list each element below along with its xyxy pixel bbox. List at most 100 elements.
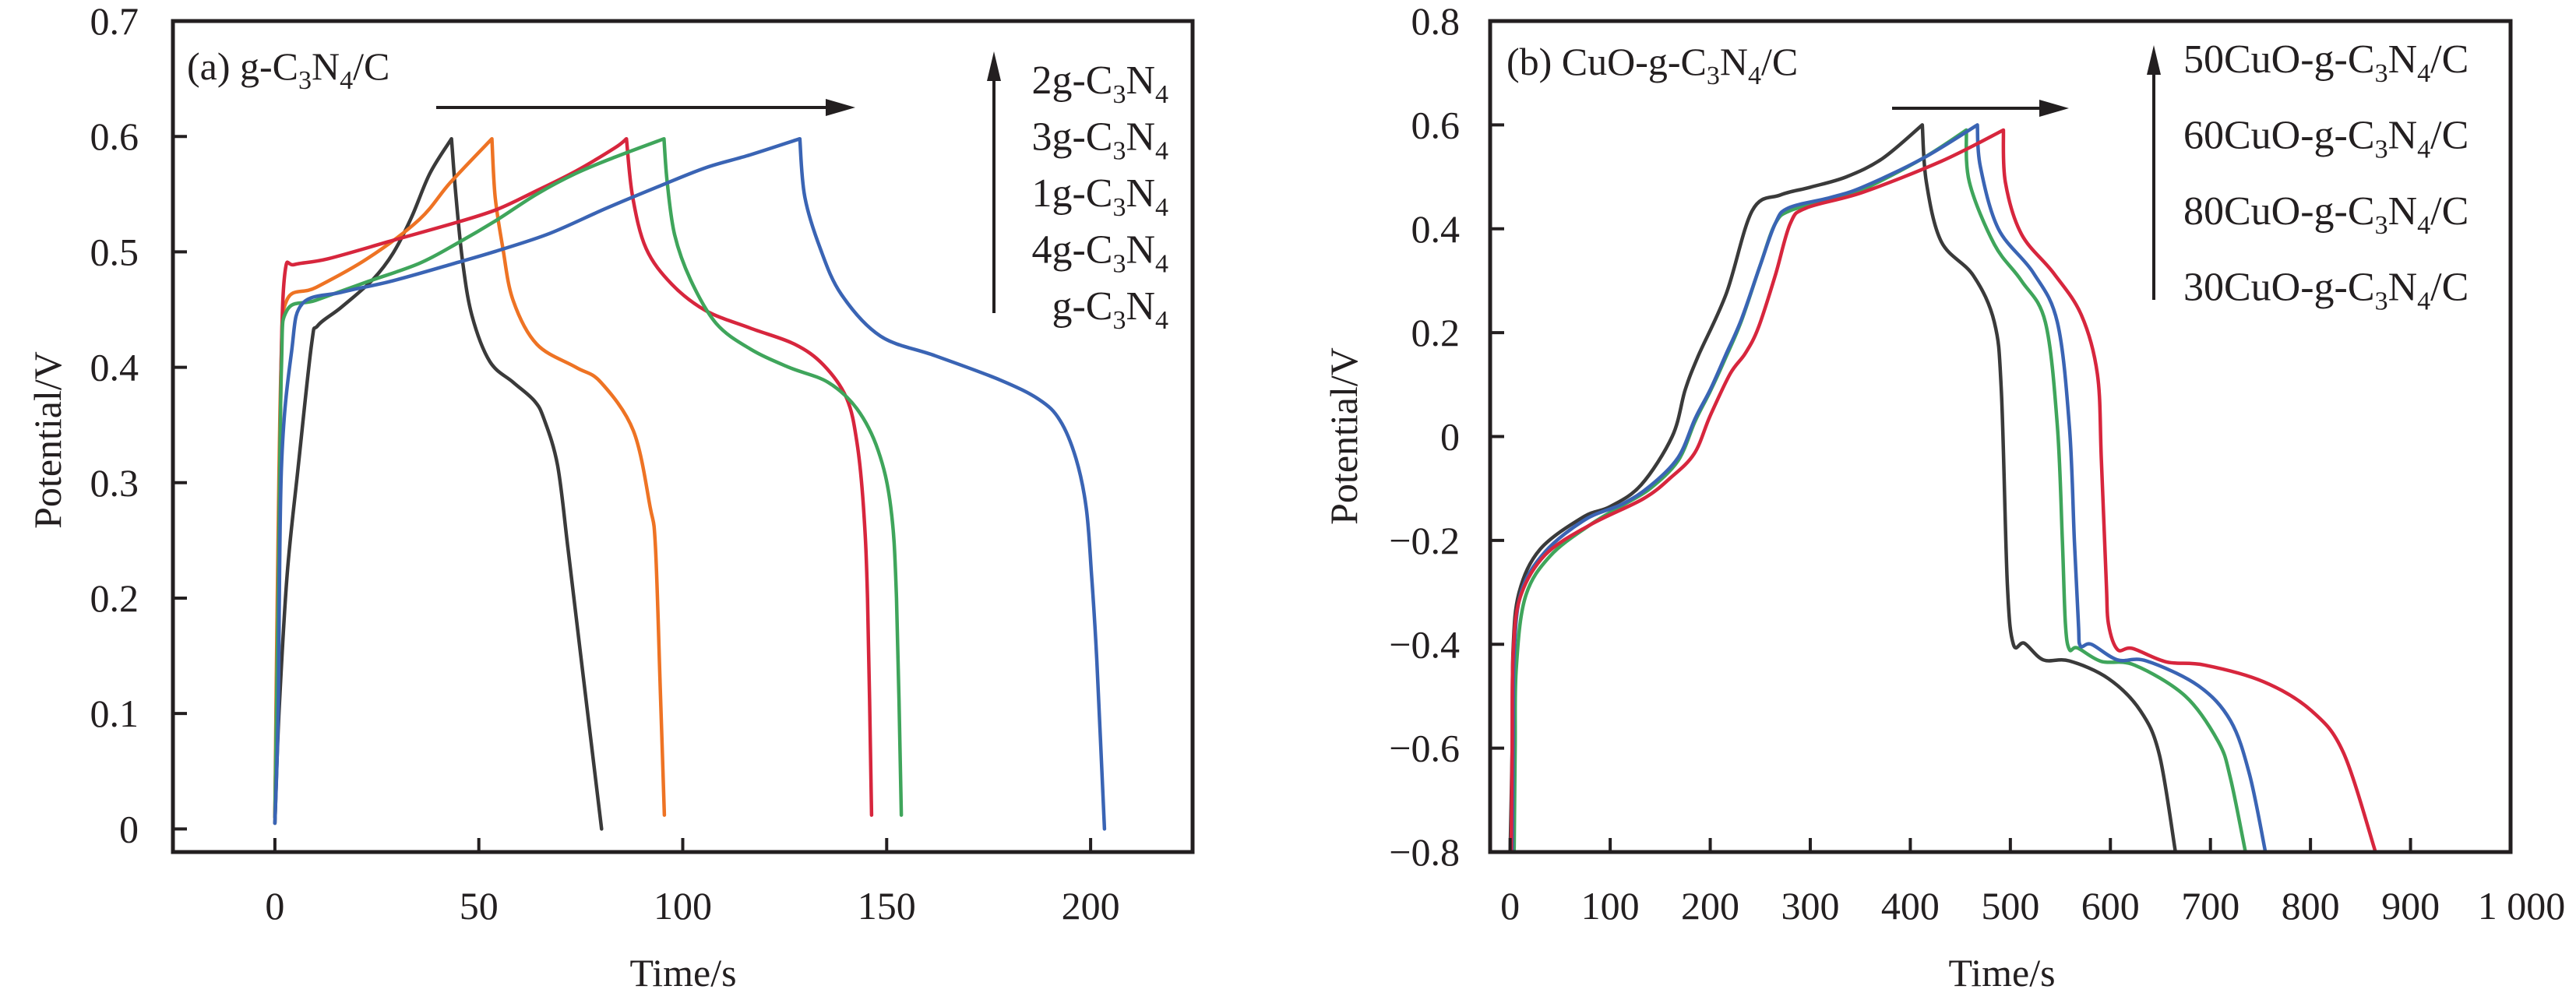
y-tick-label: −0.2	[1389, 519, 1460, 562]
x-tick-label: 150	[858, 884, 916, 928]
x-tick-label: 100	[1581, 884, 1640, 928]
legend-item: 80CuO-g-C3N4/C	[2183, 189, 2469, 240]
text-part: /C	[1761, 40, 1798, 83]
x-tick-label: 700	[2181, 884, 2239, 928]
y-tick-label: −0.4	[1389, 622, 1460, 666]
legend-item: 60CuO-g-C3N4/C	[2183, 114, 2469, 164]
subscript: 3	[2375, 287, 2388, 316]
subscript: 4	[340, 66, 353, 95]
x-tick-label: 0	[265, 884, 284, 928]
y-tick-label: 0.4	[90, 346, 139, 389]
y-tick-label: 0.8	[1411, 0, 1461, 43]
legend-item: 4g-C3N4	[1031, 228, 1168, 279]
text-part: N	[2388, 37, 2418, 82]
y-tick-label: 0	[119, 807, 139, 850]
series-line-80cuo-g-c3n4-c	[1512, 128, 2247, 852]
y-tick-label: 0.2	[90, 576, 139, 620]
y-tick-label: 0	[1440, 415, 1460, 459]
text-part: 30CuO-g-C	[2183, 266, 2375, 310]
text-part: (a) g-C	[187, 44, 298, 88]
subscript: 4	[1155, 306, 1168, 335]
subscript: 4	[1155, 193, 1168, 222]
subscript: 3	[2375, 211, 2388, 240]
text-part: N	[2388, 114, 2418, 158]
legend-item: 1g-C3N4	[1031, 171, 1168, 222]
x-tick-label: 0	[1500, 884, 1520, 928]
panel-title: (b) CuO-g-C3N4/C	[1506, 40, 1798, 90]
legend-item: 3g-C3N4	[1031, 115, 1168, 166]
panel-a: 0 50 100 150 200 0 0.1 0.2 0.3 0.4 0.5 0.6 0.7 Time/s…	[26, 0, 1195, 995]
y-tick-label: −0.8	[1389, 830, 1460, 874]
x-tick-label: 500	[1981, 884, 2039, 928]
x-tick-label: 400	[1881, 884, 1940, 928]
y-axis-title: Potential/V	[26, 351, 69, 529]
y-tick-label: 0.5	[90, 230, 139, 273]
subscript: 3	[298, 66, 312, 95]
subscript: 3	[2375, 136, 2388, 164]
series-line-4g-c3n4	[273, 136, 667, 819]
x-tick-label: 1 000	[2478, 884, 2566, 928]
subscript: 4	[2417, 59, 2430, 88]
y-axis-title: Potential/V	[1322, 347, 1366, 525]
x-tick-label: 800	[2282, 884, 2340, 928]
text-part: /C	[2430, 266, 2469, 310]
text-part: N	[1126, 58, 1155, 103]
x-tick-label: 600	[2081, 884, 2140, 928]
text-part: N	[312, 44, 340, 88]
subscript: 4	[1748, 62, 1761, 90]
panel-b: 0 100 200 300 400 500 600 700 800 900 1 000 −0.8 −0.…	[1322, 0, 2565, 995]
subscript: 3	[1112, 250, 1126, 279]
x-axis-title: Time/s	[629, 951, 736, 995]
x-tick-label: 200	[1062, 884, 1120, 928]
trend-arrow-horizontal	[436, 99, 855, 116]
x-tick-label: 50	[460, 884, 499, 928]
subscript: 3	[1112, 80, 1126, 109]
subscript: 4	[1155, 137, 1168, 166]
series-line-50cuo-g-c3n4-c	[1509, 128, 2377, 852]
trend-arrow-horizontal	[1892, 100, 2069, 117]
x-axis-title: Time/s	[1948, 951, 2055, 995]
arrow-head-icon	[826, 99, 855, 116]
panel-title: (a) g-C3N4/C	[187, 44, 389, 95]
arrow-head-icon	[987, 51, 1001, 81]
subscript: 3	[1112, 306, 1126, 335]
series-line-30cuo-g-c3n4-c	[1508, 123, 2178, 852]
y-tick-label: 0.6	[90, 114, 139, 158]
text-part: N	[1126, 228, 1155, 273]
text-part: g-C	[1052, 284, 1112, 329]
y-tick-label: 0.4	[1411, 207, 1461, 251]
y-tick-label: −0.6	[1389, 727, 1460, 770]
text-part: N	[1126, 115, 1155, 160]
series-line-1g-c3n4	[273, 136, 874, 819]
subscript: 3	[1112, 193, 1126, 222]
text-part: N	[2388, 266, 2418, 310]
text-part: N	[2388, 189, 2418, 234]
subscript: 3	[1707, 62, 1720, 90]
text-part: 4g-C	[1031, 228, 1112, 273]
x-tick-label: 900	[2381, 884, 2440, 928]
text-part: 80CuO-g-C	[2183, 189, 2375, 234]
text-part: 60CuO-g-C	[2183, 114, 2375, 158]
y-tick-label: 0.3	[90, 461, 139, 505]
text-part: 1g-C	[1031, 171, 1112, 216]
text-part: /C	[2430, 37, 2469, 82]
text-part: (b) CuO-g-C	[1506, 40, 1707, 83]
legend-item: 2g-C3N4	[1031, 58, 1168, 109]
text-part: /C	[2430, 189, 2469, 234]
legend-item: 50CuO-g-C3N4/C	[2183, 37, 2469, 88]
subscript: 4	[1155, 80, 1168, 109]
text-part: N	[1720, 40, 1748, 83]
text-part: N	[1126, 284, 1155, 329]
arrow-head-icon	[2147, 45, 2161, 75]
legend-item: g-C3N4	[1052, 284, 1168, 335]
x-tick-label: 200	[1681, 884, 1739, 928]
series-line-2g-c3n4	[273, 136, 1107, 831]
y-tick-label: 0.6	[1411, 103, 1461, 146]
plot-area	[1508, 123, 2377, 852]
y-tick-label: 0.2	[1411, 311, 1461, 354]
text-part: 50CuO-g-C	[2183, 37, 2375, 82]
subscript: 3	[2375, 59, 2388, 88]
text-part: N	[1126, 171, 1155, 216]
